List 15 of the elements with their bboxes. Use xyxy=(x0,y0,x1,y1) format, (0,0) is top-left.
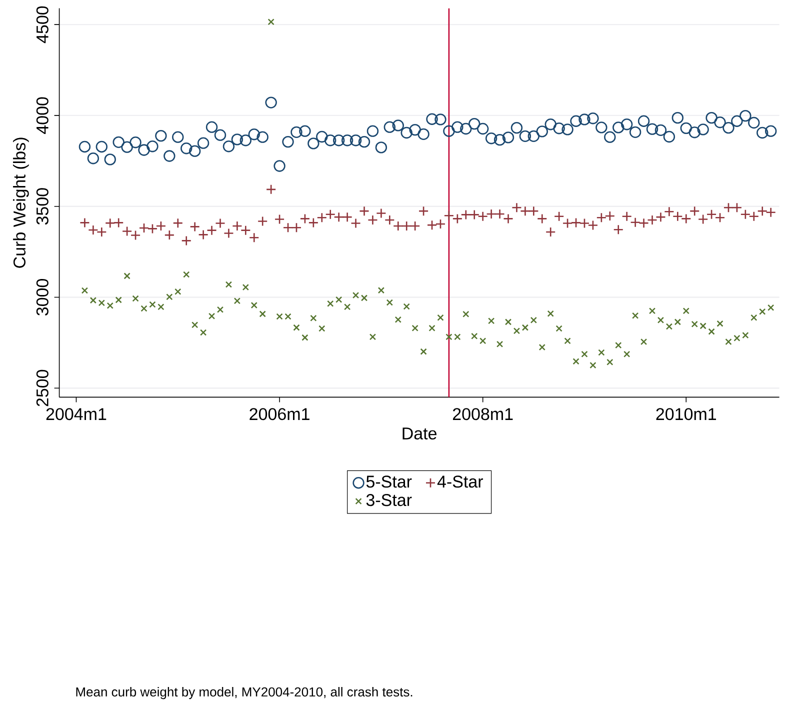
legend-label: 3-Star xyxy=(366,494,412,506)
y-axis-title: Curb Weight (lbs) xyxy=(13,138,29,268)
legend-label: 5-Star xyxy=(366,475,412,488)
x-tick-label: 2008m1 xyxy=(452,408,513,420)
x-axis-title: Date xyxy=(402,427,437,440)
x-tick-label: 2004m1 xyxy=(46,408,106,420)
y-tick-label: 4000 xyxy=(36,97,48,134)
y-tick-label: 3000 xyxy=(36,278,48,316)
y-tick-label: 2500 xyxy=(36,370,48,406)
legend-label: 4-Star xyxy=(437,475,483,488)
x-tick-label: 2006m1 xyxy=(250,408,310,420)
x-tick-label: 2010m1 xyxy=(656,408,716,420)
y-tick-label: 4500 xyxy=(36,6,48,43)
y-tick-label: 3500 xyxy=(36,188,48,224)
text: Mean curb weight by model, MY2004-2010, all crash tests. xyxy=(76,686,412,699)
